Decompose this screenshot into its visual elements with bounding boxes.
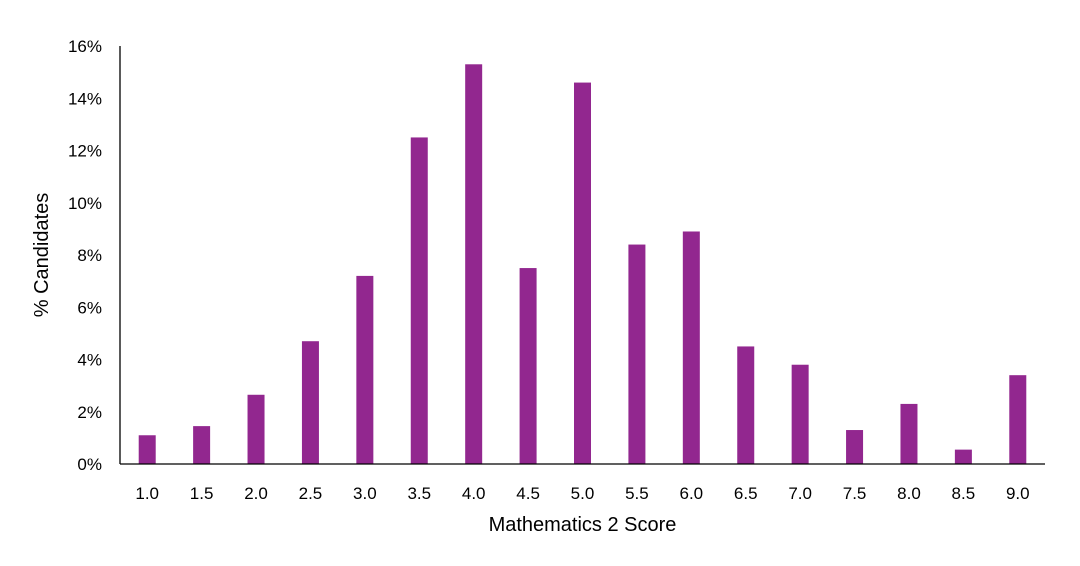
bar-1.5 [193,426,211,464]
y-tick-label: 6% [77,298,102,317]
x-tick-label: 3.0 [353,484,377,503]
bar-8.0 [900,403,918,464]
x-tick-labels: 1.0 1.5 2.0 2.5 3.0 3.5 4.0 4.5 5.0 5.5 6.0 6.5 7.0 7… [135,484,1029,503]
bar-7.0 [791,364,809,464]
x-tick-label: 5.0 [571,484,595,503]
bar-2.5 [301,341,319,464]
bar-6.0 [682,231,700,464]
x-tick-label: 7.0 [788,484,812,503]
bar-3.5 [410,137,428,464]
x-tick-label: 3.5 [407,484,431,503]
y-tick-label: 12% [68,142,102,161]
x-tick-label: 8.5 [952,484,976,503]
bar-4.0 [465,64,483,464]
y-tick-label: 2% [77,403,102,422]
x-tick-label: 8.0 [897,484,921,503]
x-tick-label: 7.5 [843,484,867,503]
y-axis-title: % Candidates [31,193,53,318]
x-tick-label: 1.5 [190,484,214,503]
x-tick-label: 2.0 [244,484,268,503]
x-tick-label: 4.5 [516,484,540,503]
bar-8.5 [954,449,972,464]
bar-3.0 [356,275,374,464]
x-tick-label: 5.5 [625,484,649,503]
bar-5.0 [574,82,591,464]
y-tick-label: 8% [77,246,102,265]
bars-group [138,64,1027,464]
bar-6.5 [737,346,755,464]
axes-group [119,46,1045,465]
y-tick-label: 10% [68,194,102,213]
y-tick-labels: 0% 2% 4% 6% 8% 10% 12% 14% 16% [68,37,102,474]
x-axis-title: Mathematics 2 Score [489,514,677,536]
x-tick-label: 1.0 [135,484,159,503]
bar-2.0 [247,394,265,464]
x-tick-label: 4.0 [462,484,486,503]
bar-9.0 [1009,375,1027,464]
x-tick-label: 9.0 [1006,484,1030,503]
bar-7.5 [846,430,864,464]
y-tick-label: 4% [77,351,102,370]
y-tick-label: 0% [77,455,102,474]
x-tick-label: 6.0 [679,484,703,503]
y-tick-label: 14% [68,89,102,108]
x-tick-label: 6.5 [734,484,758,503]
bar-4.5 [519,268,537,464]
bar-1.0 [138,435,156,464]
y-tick-label: 16% [68,37,102,56]
x-tick-label: 2.5 [299,484,323,503]
bar-5.5 [628,244,646,464]
